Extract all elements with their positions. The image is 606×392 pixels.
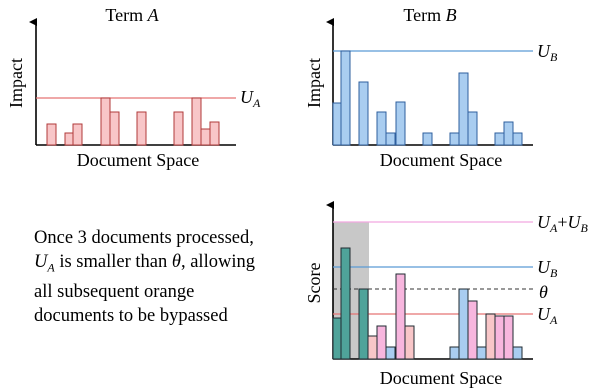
panel-b-bar (512, 132, 523, 146)
panel-b-bound-label: UB (537, 41, 558, 64)
panel-b-bar (503, 121, 514, 146)
panel-a-bar (136, 111, 147, 146)
panel-b-bar (467, 111, 478, 146)
caption-var-sub: A (47, 260, 55, 275)
pink-bar (395, 273, 406, 360)
blue-bar (476, 346, 487, 360)
caption-text: is smaller than (54, 252, 172, 272)
panel-b-bar (458, 72, 469, 146)
explanation-caption: Once 3 documents processed, UA is smalle… (34, 226, 304, 328)
processed-bar (332, 317, 342, 360)
panel-b-bars (332, 50, 523, 146)
panel-b-bar (332, 102, 342, 146)
caption-var-u: U (34, 252, 48, 272)
panel-b-bar (340, 50, 351, 146)
panel-b-bar (358, 81, 369, 146)
panel-b-bar (385, 132, 396, 146)
panel-term-b: Term B Impact Document Space UB (304, 5, 558, 170)
panel-a-bar (100, 97, 111, 146)
pink-bar (376, 325, 387, 360)
blue-bar (449, 346, 460, 360)
caption-theta: θ (171, 252, 181, 272)
panel-b-bar (376, 111, 387, 146)
pink-bar (467, 300, 478, 360)
panel-a-bar (109, 111, 120, 146)
panel-a-bound-label: UA (240, 87, 261, 110)
panel-b-bar (395, 101, 406, 146)
panel-term-a: Term A Impact Document Space UA (6, 5, 261, 170)
panel-a-bar (209, 121, 220, 146)
pink-bar (503, 315, 514, 360)
blue-bar (385, 346, 396, 360)
panel-a-bar (46, 123, 57, 146)
panel-b-bar (422, 132, 433, 146)
orange-bar (367, 335, 378, 360)
caption-line-1: Once 3 documents processed, (34, 228, 254, 248)
panel-b-xlabel: Document Space (380, 150, 502, 170)
orange-bar (485, 313, 496, 360)
orange-bar (404, 325, 415, 360)
ub-label: UB (537, 257, 558, 280)
caption-line-4: documents to be bypassed (34, 305, 228, 326)
panel-a-bars (46, 97, 220, 146)
panel-a-bar (72, 123, 83, 146)
panel-a-title: Term A (105, 5, 159, 25)
panel-c-bars (332, 247, 523, 360)
processed-bar (358, 288, 369, 360)
pink-bar (494, 315, 505, 360)
caption-text-end: , allowing (180, 252, 255, 272)
panel-a-ylabel: Impact (6, 58, 26, 108)
panel-b-bar (494, 132, 505, 146)
blue-bar (458, 288, 469, 360)
blue-bar (512, 346, 523, 360)
panel-score: Score Document Space UA+UB UB θ UA (304, 201, 589, 388)
sum-bound-label: UA+UB (537, 212, 589, 235)
panel-c-xlabel: Document Space (380, 368, 502, 388)
panel-b-ylabel: Impact (304, 58, 324, 108)
panel-c-ylabel: Score (304, 262, 324, 303)
panel-b-title: Term B (403, 5, 456, 25)
ua-label: UA (537, 304, 558, 327)
theta-label: θ (539, 282, 548, 302)
caption-line-2: UA is smaller than θ, allowing (34, 250, 304, 280)
caption-line-3: all subsequent orange (34, 281, 195, 302)
panel-a-xlabel: Document Space (77, 150, 199, 170)
panel-a-bar (191, 97, 202, 146)
panel-a-bar (64, 132, 74, 146)
panel-a-bar (200, 128, 211, 146)
panel-b-bar (449, 132, 460, 146)
processed-bar (340, 247, 351, 360)
panel-a-bar (173, 111, 184, 146)
